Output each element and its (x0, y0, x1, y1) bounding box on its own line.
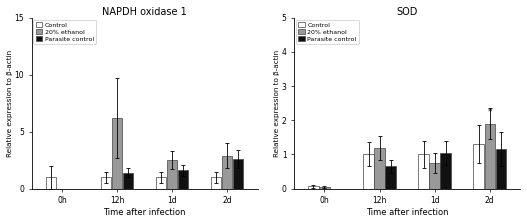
Title: NAPDH oxidase 1: NAPDH oxidase 1 (102, 7, 187, 17)
Bar (222, 156, 232, 189)
Bar (112, 118, 122, 189)
Bar (319, 187, 330, 189)
Bar (46, 177, 56, 189)
Legend: Control, 20% ethanol, Parasite control: Control, 20% ethanol, Parasite control (34, 19, 96, 44)
Bar (363, 155, 374, 189)
Bar (495, 149, 506, 189)
Bar (430, 163, 440, 189)
Bar (178, 170, 188, 189)
Bar (156, 177, 167, 189)
Title: SOD: SOD (396, 7, 418, 17)
Legend: Control, 20% ethanol, Parasite control: Control, 20% ethanol, Parasite control (296, 19, 359, 44)
Bar (473, 144, 484, 189)
Bar (167, 160, 178, 189)
Y-axis label: Relative expression to β-actin: Relative expression to β-actin (7, 50, 13, 157)
Y-axis label: Relative expression to β-actin: Relative expression to β-actin (274, 50, 280, 157)
Bar (418, 155, 429, 189)
X-axis label: Time after infection: Time after infection (103, 208, 186, 217)
Bar (385, 166, 396, 189)
Bar (101, 177, 111, 189)
Bar (374, 148, 385, 189)
Bar (308, 186, 319, 189)
Bar (123, 173, 133, 189)
Bar (484, 124, 495, 189)
Bar (233, 159, 243, 189)
Bar (441, 153, 451, 189)
Bar (211, 177, 221, 189)
X-axis label: Time after infection: Time after infection (366, 208, 448, 217)
Text: *: * (487, 108, 492, 117)
